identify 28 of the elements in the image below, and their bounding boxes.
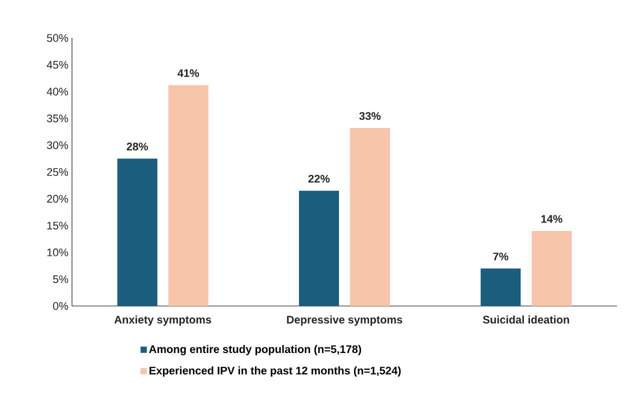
y-tick-label: 0%	[53, 302, 68, 310]
y-tick-label: 30%	[46, 141, 68, 150]
bar	[532, 230, 572, 306]
bar	[299, 190, 340, 306]
y-tick-label: 40%	[46, 88, 68, 96]
y-tick-label: 10%	[47, 248, 68, 256]
bar	[480, 268, 521, 306]
bar	[168, 85, 208, 306]
bar	[117, 158, 158, 306]
data-label: 33%	[359, 112, 381, 120]
legend-label: Experienced IPV in the past 12 months (n=1,524)	[150, 366, 401, 377]
x-tick-label: Anxiety symptoms	[114, 316, 212, 326]
y-tick-label: 45%	[46, 60, 68, 69]
x-tick-label: Depressive symptoms	[287, 316, 402, 326]
y-tick-label: 35%	[46, 114, 68, 122]
data-label: 7%	[493, 252, 508, 260]
legend-label: Among entire study population (n=5,178)	[149, 345, 362, 356]
y-tick-label: 50%	[46, 34, 68, 42]
y-tick-label: 15%	[47, 222, 68, 230]
data-label: 14%	[541, 215, 562, 223]
data-label: 41%	[178, 69, 200, 77]
bar	[350, 128, 390, 306]
y-tick-label: 20%	[47, 194, 68, 203]
data-label: 22%	[308, 174, 330, 183]
y-tick-label: 25%	[47, 168, 68, 176]
y-tick-label: 5%	[53, 275, 68, 284]
data-label: 28%	[126, 142, 148, 150]
x-tick-label: Suicidal ideation	[482, 316, 570, 324]
